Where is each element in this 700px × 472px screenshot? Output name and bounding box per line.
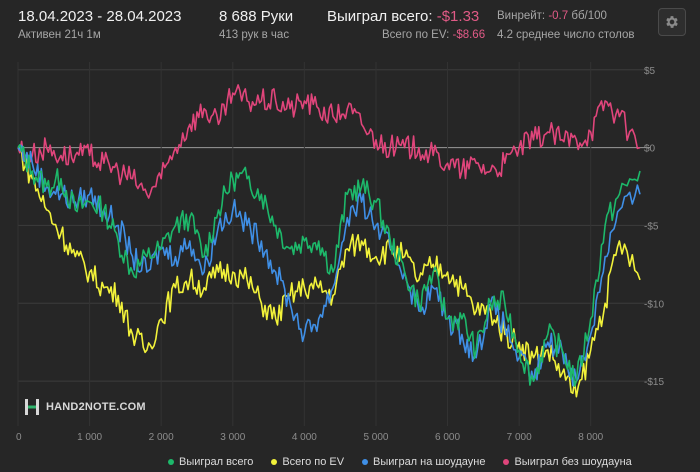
won-total: Выиграл всего: -$1.33 [327,8,479,25]
ev-total-label: Всего по EV: [382,29,450,41]
series-line [17,84,641,199]
winrate-label: Винрейт: [497,10,546,22]
x-tick-label: 5 000 [363,432,388,443]
legend-label-showdown: Выиграл на шоудауне [373,456,486,468]
legend-dot-non-showdown [503,459,510,465]
x-tick-label: 2 000 [149,432,174,443]
legend-item-ev[interactable]: Всего по EV [271,456,344,468]
settings-button[interactable] [658,8,686,36]
series-line [17,144,641,388]
x-tick-label: 4 000 [292,432,317,443]
x-tick-label: 6 000 [435,432,460,443]
avg-tables: 4.2 среднее число столов [497,29,635,41]
logo-text: HAND2NOTE.COM [46,401,146,413]
hand2note-logo: HAND2NOTE.COM [24,398,146,416]
active-duration: Активен 21ч 1м [18,29,101,41]
legend-label-ev: Всего по EV [282,456,345,468]
y-tick-label: $5 [644,66,656,77]
legend-label-non-showdown: Выиграл без шоудауна [514,456,632,468]
won-total-label: Выиграл всего: [327,8,433,25]
x-tick-label: 8 000 [578,432,603,443]
x-tick-label: 3 000 [220,432,245,443]
ev-total-value: -$8.66 [452,29,486,41]
hands-per-hour: 413 рук в час [219,29,290,41]
legend-label-won: Выиграл всего [179,456,254,468]
legend-dot-ev [271,459,278,465]
x-tick-label: 0 [16,432,22,443]
x-tick-label: 1 000 [77,432,102,443]
y-tick-label: -$10 [644,299,664,310]
hand2note-logo-icon [25,399,39,415]
legend-dot-showdown [362,459,369,465]
chart-legend: Выиграл всего Всего по EV Выиграл на шоу… [168,456,632,468]
date-range: 18.04.2023 - 28.04.2023 [18,8,182,25]
ev-total: Всего по EV: -$8.66 [382,29,485,41]
winrate-unit: бб/100 [571,10,607,22]
legend-dot-won [168,459,174,465]
y-tick-label: $0 [644,144,656,155]
y-tick-label: -$5 [644,221,659,232]
legend-item-won[interactable]: Выиграл всего [168,456,253,468]
legend-item-showdown[interactable]: Выиграл на шоудауне [362,456,485,468]
x-tick-label: 7 000 [507,432,532,443]
y-tick-label: -$15 [644,377,664,388]
won-total-value: -$1.33 [436,8,480,25]
winrate: Винрейт: -0.7 бб/100 [497,10,607,22]
hands-count: 8 688 Руки [219,8,294,25]
gear-icon [666,16,678,28]
legend-item-non-showdown[interactable]: Выиграл без шоудауна [503,456,632,468]
series-line [17,146,641,398]
winrate-value: -0.7 [548,10,569,22]
